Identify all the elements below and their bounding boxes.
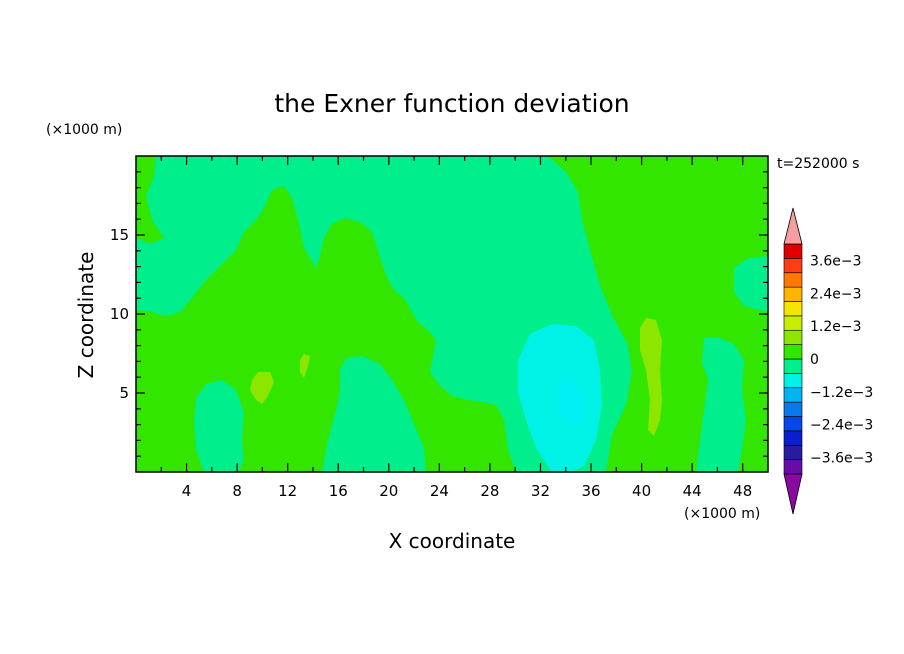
time-label: t=252000 s	[777, 156, 859, 172]
y-tick-label: 15	[110, 226, 129, 244]
region-right-teal-patch	[734, 256, 768, 312]
colorbar-segment	[783, 373, 803, 389]
x-tick-label: 8	[232, 482, 242, 500]
y-tick-label: 10	[110, 305, 129, 323]
x-ticks: 4 8 12 16 20 24 28 32 36 40 44 48	[160, 156, 752, 500]
region-center-core	[558, 380, 584, 424]
colorbar-segment	[783, 243, 803, 259]
x-unit-label: (×1000 m)	[684, 506, 760, 522]
colorbar-segment	[783, 315, 803, 331]
region-bottom-left-teal	[194, 380, 244, 472]
x-tick-label: 48	[733, 482, 752, 500]
x-tick-label: 24	[430, 482, 449, 500]
y-axis-label: Z coordinate	[74, 252, 98, 379]
colorbar-under-arrow	[783, 473, 803, 515]
x-tick-label: 20	[379, 482, 398, 500]
x-tick-label: 36	[581, 482, 600, 500]
contour-field	[136, 156, 768, 472]
chart-title: the Exner function deviation	[274, 89, 629, 118]
x-axis-label: X coordinate	[389, 529, 516, 553]
colorbar-segment	[783, 272, 803, 288]
colorbar-segment	[783, 358, 803, 374]
x-tick-label: 12	[278, 482, 297, 500]
region-left-edge-green	[136, 156, 164, 244]
colorbar-segment	[783, 286, 803, 302]
colorbar-label: 3.6e−3	[810, 253, 862, 269]
colorbar-segment	[783, 329, 803, 345]
region-yellowgreen-small	[300, 354, 310, 378]
colorbar-segment	[783, 416, 803, 432]
colorbar-over-arrow	[783, 207, 803, 245]
colorbar-label: −1.2e−3	[810, 385, 873, 401]
colorbar-segment	[783, 459, 803, 475]
region-bottom-mid-teal	[322, 356, 426, 472]
colorbar-segment	[783, 344, 803, 360]
colorbar-segment	[783, 387, 803, 403]
colorbar: 3.6e−3 2.4e−3 1.2e−3 0 −1.2e−3 −2.4e−3 −3.6e−3	[783, 207, 873, 515]
y-ticks: 5 10 15	[110, 171, 768, 457]
colorbar-label: 2.4e−3	[810, 286, 862, 302]
colorbar-label: 1.2e−3	[810, 319, 862, 335]
x-tick-label: 44	[683, 482, 702, 500]
colorbar-segment	[783, 301, 803, 317]
colorbar-label: 0	[810, 352, 819, 368]
y-tick-label: 5	[119, 384, 129, 402]
x-tick-label: 32	[531, 482, 550, 500]
colorbar-label: −3.6e−3	[810, 451, 873, 467]
region-yellowgreen-left	[250, 372, 274, 404]
y-unit-label: (×1000 m)	[46, 122, 122, 138]
colorbar-segment	[783, 444, 803, 460]
region-yellowgreen-right	[640, 318, 662, 436]
colorbar-segment	[783, 401, 803, 417]
region-right-lower-teal	[696, 338, 746, 472]
colorbar-segment	[783, 258, 803, 274]
x-tick-label: 16	[329, 482, 348, 500]
x-tick-label: 40	[632, 482, 651, 500]
x-tick-label: 28	[480, 482, 499, 500]
colorbar-label: −2.4e−3	[810, 418, 873, 434]
region-left-top-teal	[136, 156, 632, 472]
x-tick-label: 4	[182, 482, 192, 500]
colorbar-segment	[783, 430, 803, 446]
